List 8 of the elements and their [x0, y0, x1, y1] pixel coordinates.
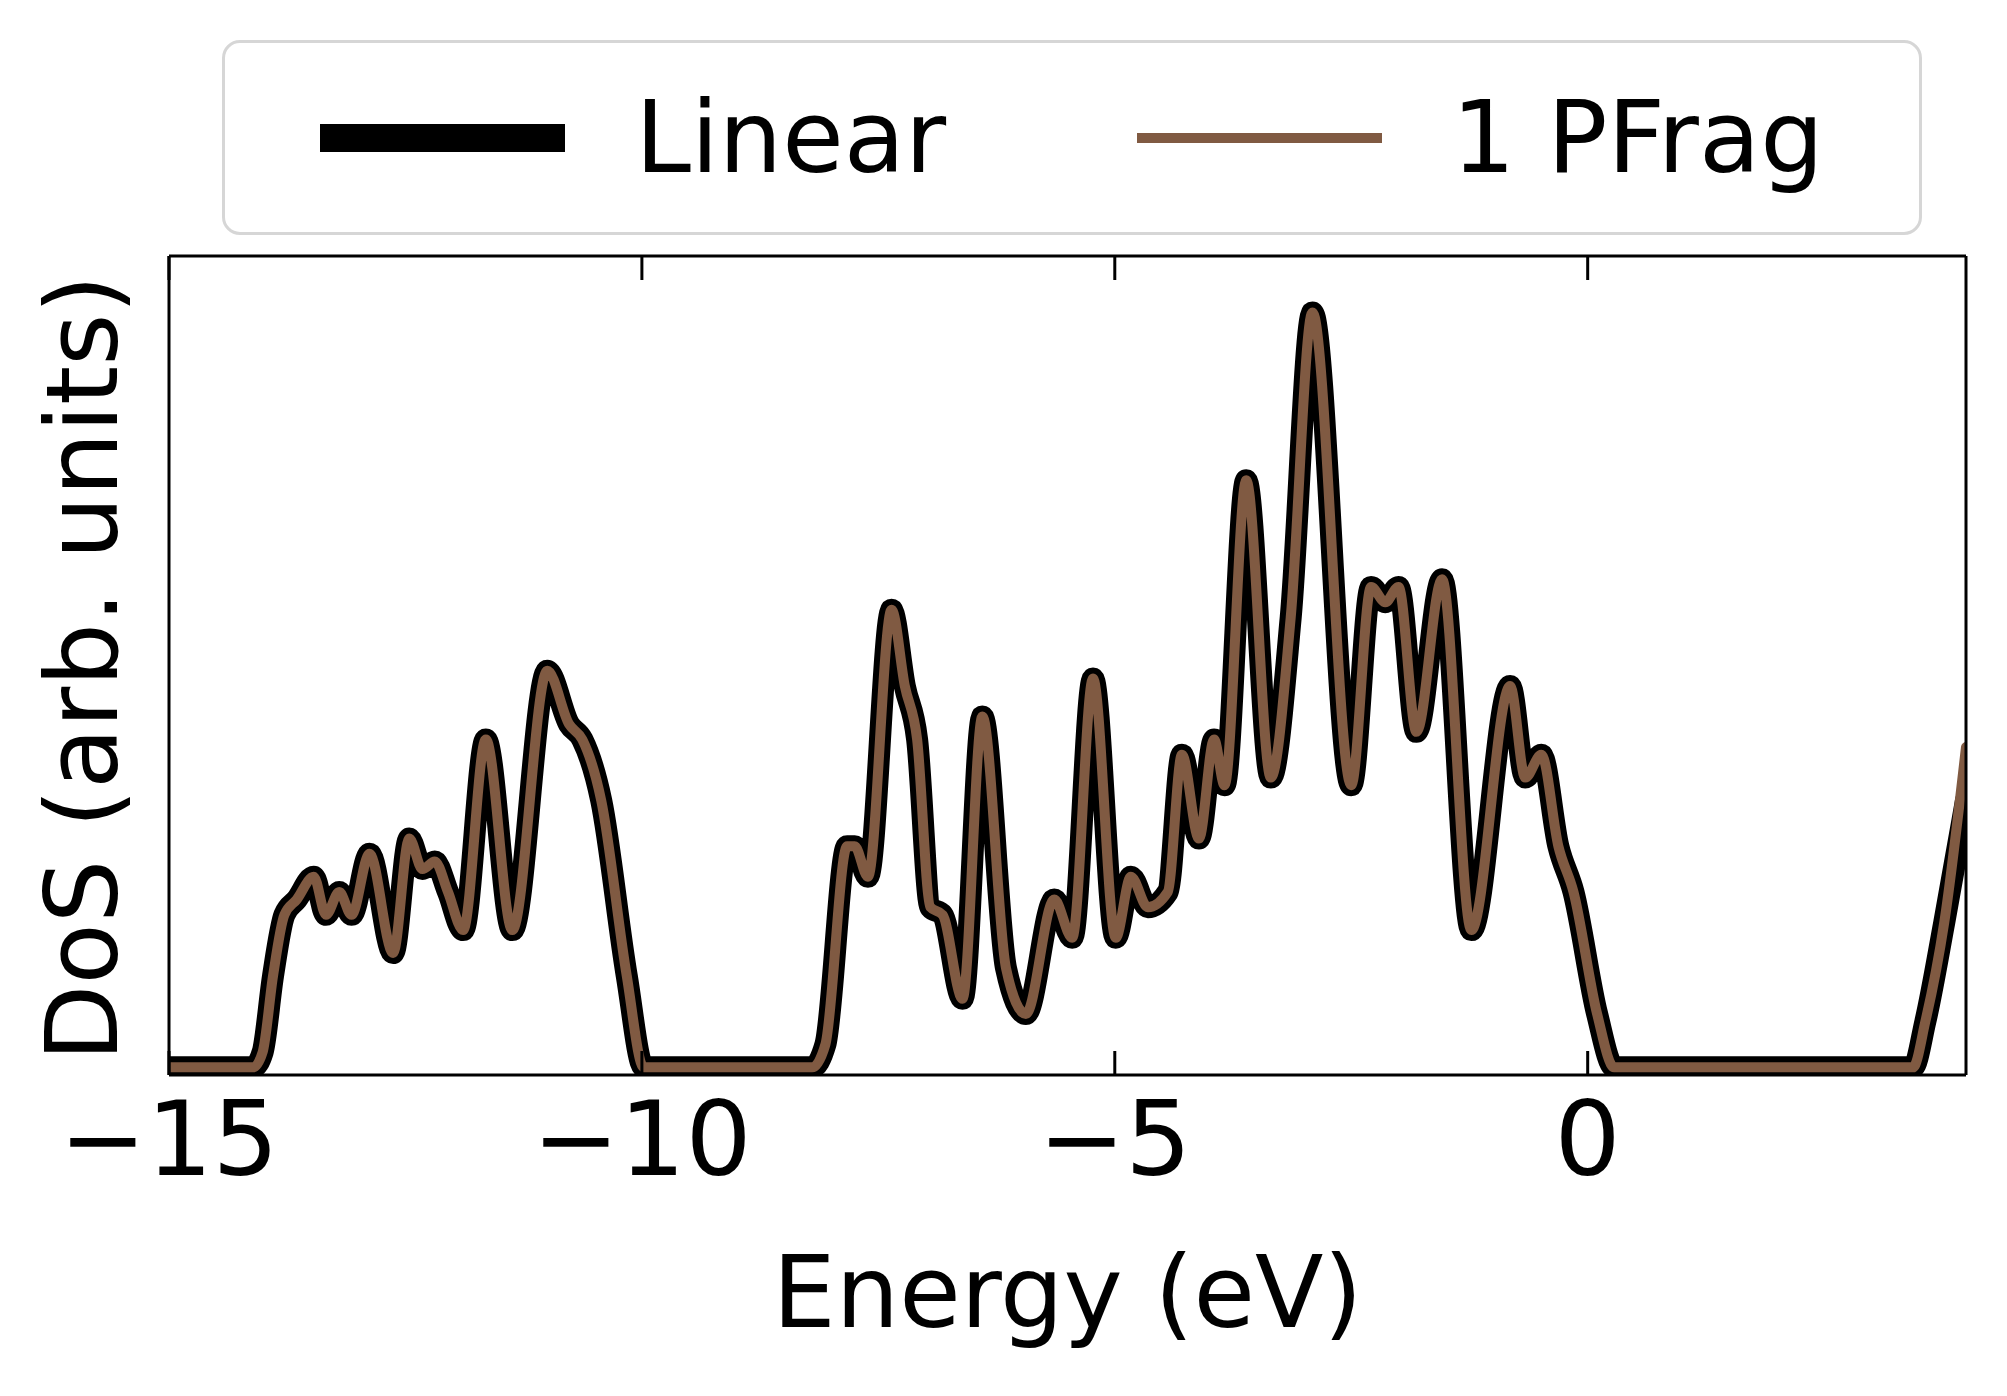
x-tick-label: −5: [1038, 1078, 1192, 1200]
x-tick-label: 0: [1554, 1078, 1621, 1200]
legend-label: 1 PFrag: [1451, 79, 1824, 196]
x-tick-label: −15: [59, 1078, 279, 1200]
x-tick-label: −10: [532, 1078, 752, 1200]
x-axis-title: Energy (eV): [771, 1233, 1364, 1353]
legend-label: Linear: [635, 79, 947, 196]
y-axis-title: DoS (arb. units): [23, 274, 142, 1062]
